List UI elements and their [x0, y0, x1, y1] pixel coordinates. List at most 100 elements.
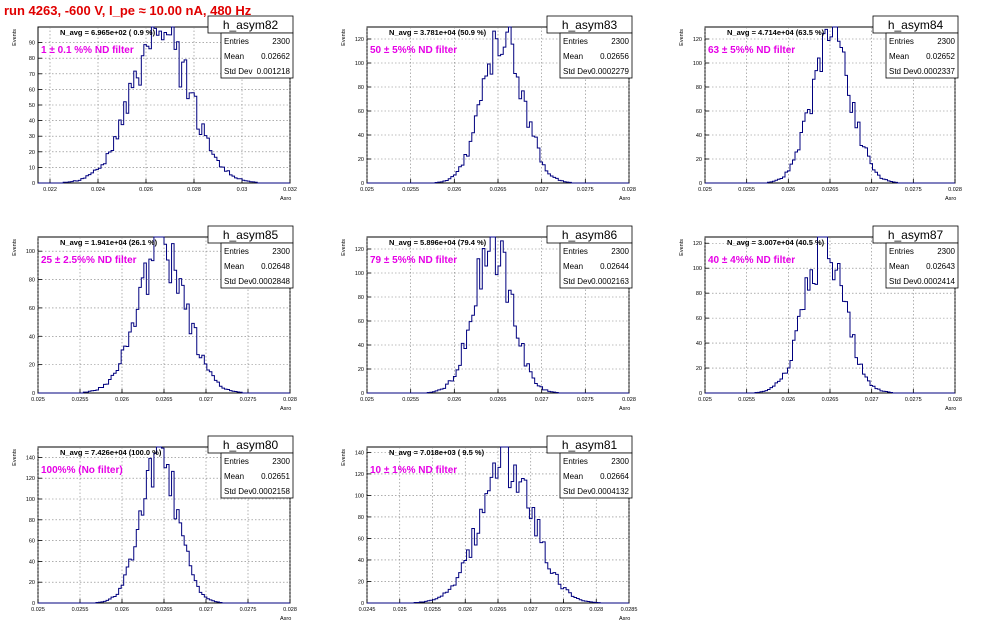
- y-tick-label: 20: [696, 366, 702, 372]
- stats-std-dev-label: Std Dev: [563, 487, 591, 496]
- stats-entries-label: Entries: [563, 247, 588, 256]
- x-tick-label: 0.0255: [72, 607, 89, 613]
- histogram-title: h_asym80: [223, 438, 279, 452]
- y-axis-label: Events: [12, 29, 18, 46]
- histogram-title: h_asym87: [888, 228, 944, 242]
- x-tick-label: 0.0275: [577, 187, 594, 193]
- x-tick-label: 0.028: [948, 397, 962, 403]
- histogram-line: [367, 446, 629, 604]
- x-tick-label: 0.0275: [905, 187, 922, 193]
- y-tick-label: 100: [355, 271, 364, 277]
- x-tick-label: 0.025: [31, 397, 45, 403]
- navg-label: N_avg = 6.965e+02 ( 0.9 %): [60, 28, 156, 37]
- navg-label: N_avg = 5.896e+04 (79.4 %): [389, 238, 487, 247]
- x-tick-label: 0.027: [199, 397, 213, 403]
- x-tick-label: 0.027: [865, 187, 879, 193]
- stats-std-dev-label: Std Dev: [224, 277, 252, 286]
- stats-std-dev-label: Std Dev: [224, 67, 252, 76]
- stats-mean-value: 0.02652: [926, 52, 955, 61]
- stats-entries-label: Entries: [889, 247, 914, 256]
- histogram-h-asym82: 0.022 0.024 0.026 0.028 0.03 0.032 0 10 20 30 40 50…: [12, 15, 297, 202]
- x-tick-label: 0.032: [283, 187, 297, 193]
- x-tick-label: 0.025: [698, 187, 712, 193]
- stats-mean-label: Mean: [224, 472, 244, 481]
- stats-std-dev-label: Std Dev: [889, 67, 917, 76]
- y-tick-label: 20: [358, 367, 364, 373]
- histogram-h-asym86: 0.025 0.0255 0.026 0.0265 0.027 0.0275 0.028 0 2…: [341, 225, 636, 412]
- y-axis-label: Events: [341, 29, 347, 46]
- y-tick-label: 20: [29, 580, 35, 586]
- stats-mean-value: 0.02651: [261, 472, 290, 481]
- stats-mean-value: 0.02644: [600, 262, 629, 271]
- stats-entries-label: Entries: [224, 247, 249, 256]
- stats-box: [220, 32, 294, 79]
- histogram-title: h_asym85: [223, 228, 279, 242]
- x-tick-label: 0.028: [948, 187, 962, 193]
- histogram-line: [38, 236, 290, 394]
- y-tick-label: 40: [29, 119, 35, 125]
- x-axis-label: Asro: [945, 406, 956, 412]
- x-tick-label: 0.026: [781, 187, 795, 193]
- histogram-title: h_asym81: [562, 438, 618, 452]
- x-tick-label: 0.0265: [156, 397, 173, 403]
- stats-std-dev-label: Std Dev: [889, 277, 917, 286]
- x-tick-label: 0.028: [283, 397, 297, 403]
- x-tick-label: 0.026: [139, 187, 153, 193]
- x-tick-label: 0.0265: [490, 607, 507, 613]
- stats-std-dev-value: 0.0002337: [917, 67, 955, 76]
- stats-entries-value: 2300: [611, 37, 629, 46]
- stats-mean-label: Mean: [563, 52, 583, 61]
- y-tick-label: 60: [696, 109, 702, 115]
- y-tick-label: 20: [29, 150, 35, 156]
- y-tick-label: 60: [358, 109, 364, 115]
- stats-std-dev-value: 0.0004132: [591, 487, 629, 496]
- y-tick-label: 20: [696, 157, 702, 163]
- y-tick-label: 100: [26, 249, 35, 255]
- histogram-title: h_asym82: [223, 18, 279, 32]
- histogram-line: [367, 236, 629, 394]
- y-tick-label: 80: [358, 295, 364, 301]
- y-tick-label: 120: [355, 37, 364, 43]
- x-tick-label: 0.0275: [555, 607, 572, 613]
- filter-annotation: 1 ± 0.1 %% ND filter: [41, 45, 134, 56]
- x-tick-label: 0.028: [589, 607, 603, 613]
- x-tick-label: 0.0265: [822, 187, 839, 193]
- histogram-line: [367, 26, 629, 184]
- y-tick-label: 60: [29, 87, 35, 93]
- x-tick-label: 0.027: [535, 187, 549, 193]
- stats-std-dev-value: 0.0002414: [917, 277, 955, 286]
- navg-label: N_avg = 3.781e+04 (50.9 %): [389, 28, 487, 37]
- y-tick-label: 80: [358, 515, 364, 521]
- stats-entries-value: 2300: [272, 457, 290, 466]
- x-tick-label: 0.03: [237, 187, 248, 193]
- y-tick-label: 0: [361, 391, 364, 397]
- x-tick-label: 0.027: [199, 607, 213, 613]
- stats-box: [220, 242, 294, 289]
- histogram-h-asym87: 0.025 0.0255 0.026 0.0265 0.027 0.0275 0.028 0 2…: [679, 225, 962, 412]
- y-tick-label: 80: [29, 56, 35, 62]
- x-tick-label: 0.0255: [738, 397, 755, 403]
- y-tick-label: 60: [358, 536, 364, 542]
- histogram-line: [38, 446, 290, 604]
- stats-entries-label: Entries: [563, 37, 588, 46]
- navg-label: N_avg = 4.714e+04 (63.5 %): [727, 28, 825, 37]
- y-tick-label: 80: [29, 518, 35, 524]
- histogram-h-asym81: 0.0245 0.025 0.0255 0.026 0.0265 0.027 0.0275 0…: [341, 435, 637, 622]
- stats-entries-value: 2300: [937, 37, 955, 46]
- stats-box: [885, 32, 959, 79]
- y-tick-label: 40: [29, 559, 35, 565]
- y-tick-label: 80: [358, 85, 364, 91]
- y-axis-label: Events: [12, 239, 18, 256]
- x-tick-label: 0.0275: [240, 607, 257, 613]
- x-tick-label: 0.025: [698, 397, 712, 403]
- y-tick-label: 0: [32, 601, 35, 607]
- stats-std-dev-value: 0.0002279: [591, 67, 629, 76]
- y-tick-label: 60: [29, 306, 35, 312]
- histogram-line: [705, 26, 955, 184]
- y-tick-label: 40: [696, 133, 702, 139]
- x-tick-label: 0.0255: [424, 607, 441, 613]
- x-tick-label: 0.022: [43, 187, 57, 193]
- y-tick-label: 60: [696, 316, 702, 322]
- x-tick-label: 0.027: [524, 607, 538, 613]
